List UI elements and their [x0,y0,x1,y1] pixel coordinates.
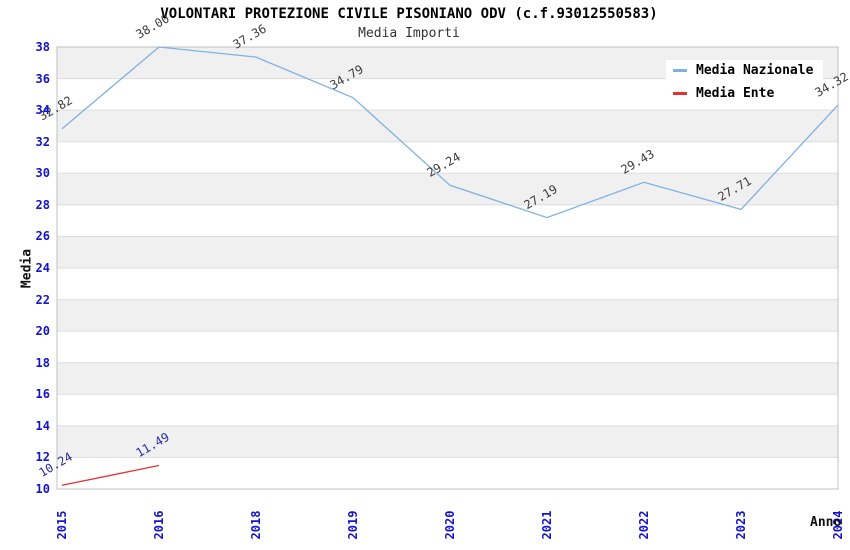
media-ente-line-swatch [673,92,687,95]
media-nazionale-line-swatch [673,69,687,72]
series-line-media-ente [61,464,160,486]
chart-title: VOLONTARI PROTEZIONE CIVILE PISONIANO OD… [160,6,658,22]
point-label: 29.43 [619,147,657,177]
chart-subtitle: Media Importi [358,26,460,41]
legend-item-media-ente: Media Ente [666,83,785,104]
plot-band [57,362,838,395]
y-axis-title: Media [19,248,35,289]
legend: Media Nazionale Media Ente [666,60,824,106]
plot-band [57,299,838,332]
series-line-media-nazionale [61,46,839,219]
legend-label-media-nazionale: Media Nazionale [696,63,814,78]
legend-label-media-ente: Media Ente [696,86,775,101]
plot-band [57,425,838,458]
point-label: 38.00 [134,11,172,41]
x-axis-title: Anno [810,515,842,530]
plot-border [56,46,839,490]
plot-band [57,236,838,268]
point-label: 10.24 [37,450,75,480]
plot-band [57,110,838,142]
legend-item-media-nazionale: Media Nazionale [666,60,824,81]
